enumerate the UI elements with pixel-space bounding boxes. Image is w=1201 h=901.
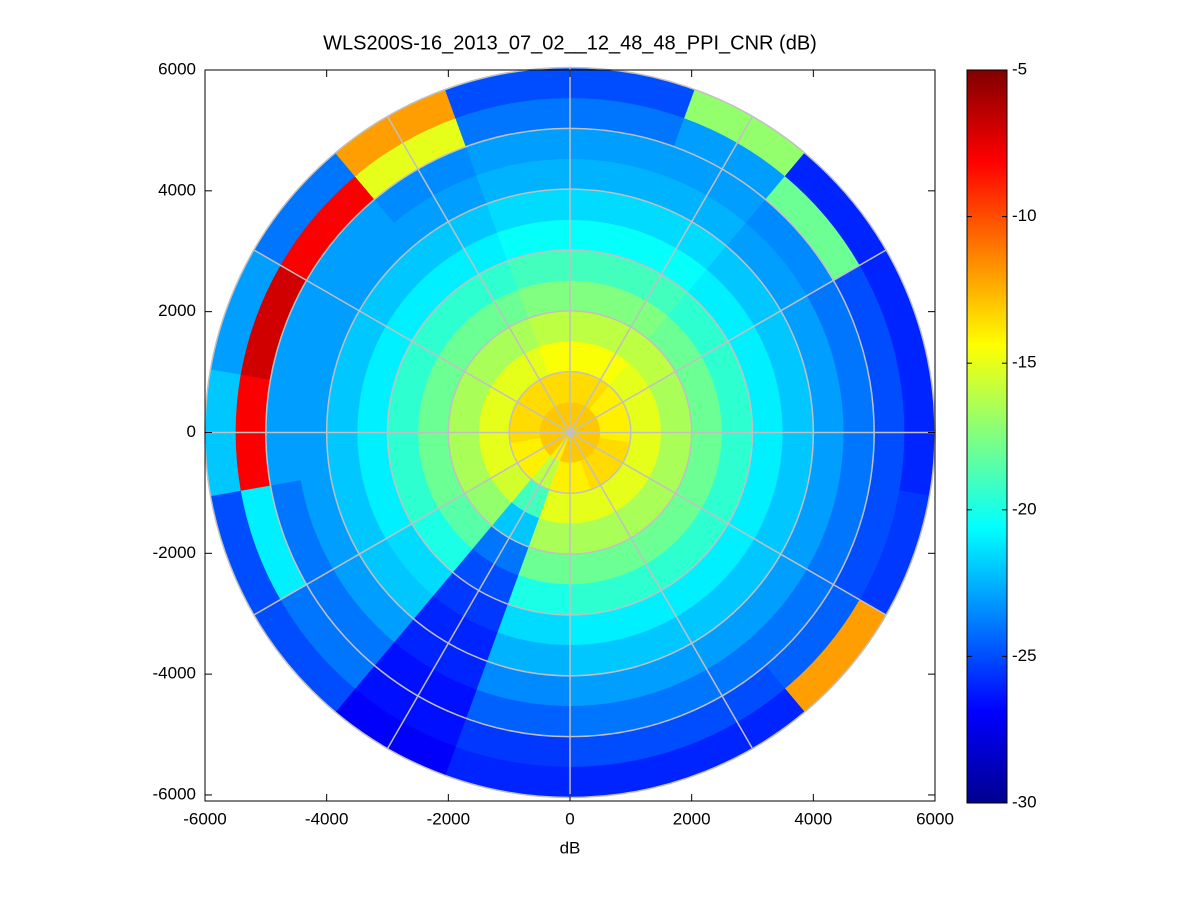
- colorbar-tick-label: -20: [1012, 499, 1037, 518]
- colorbar-tick-label: -30: [1012, 792, 1037, 811]
- heatmap: [204, 67, 936, 798]
- x-tick-label: 6000: [916, 809, 954, 828]
- colorbar-tick-label: -25: [1012, 646, 1037, 665]
- x-axis-label: dB: [560, 838, 581, 857]
- azimuth-spoke: [253, 249, 571, 434]
- azimuth-spoke: [253, 431, 571, 616]
- y-tick-label: 0: [187, 422, 196, 441]
- y-tick-label: -4000: [153, 664, 196, 683]
- y-tick-label: -2000: [153, 543, 196, 562]
- azimuth-spoke: [569, 432, 754, 749]
- y-tick-label: 6000: [158, 59, 196, 78]
- azimuth-spoke: [569, 116, 754, 433]
- x-tick-label: -4000: [305, 809, 348, 828]
- colorbar: [966, 69, 1008, 804]
- colorbar-tick-label: -15: [1012, 353, 1037, 372]
- colorbar-tick-label: -10: [1012, 206, 1037, 225]
- azimuth-spoke: [569, 249, 887, 434]
- chart-title: WLS200S-16_2013_07_02__12_48_48_PPI_CNR …: [323, 32, 817, 54]
- x-tick-label: -6000: [183, 809, 226, 828]
- x-tick-label: 4000: [794, 809, 832, 828]
- colorbar-tick-label: -5: [1012, 59, 1027, 78]
- x-tick-label: 0: [565, 809, 574, 828]
- y-tick-label: 4000: [158, 180, 196, 199]
- azimuth-spoke: [386, 116, 571, 433]
- y-tick-label: -6000: [153, 784, 196, 803]
- x-tick-label: 2000: [673, 809, 711, 828]
- x-tick-label: -2000: [427, 809, 470, 828]
- y-tick-label: 2000: [158, 301, 196, 320]
- azimuth-spoke: [386, 432, 571, 749]
- azimuth-spoke: [569, 431, 887, 616]
